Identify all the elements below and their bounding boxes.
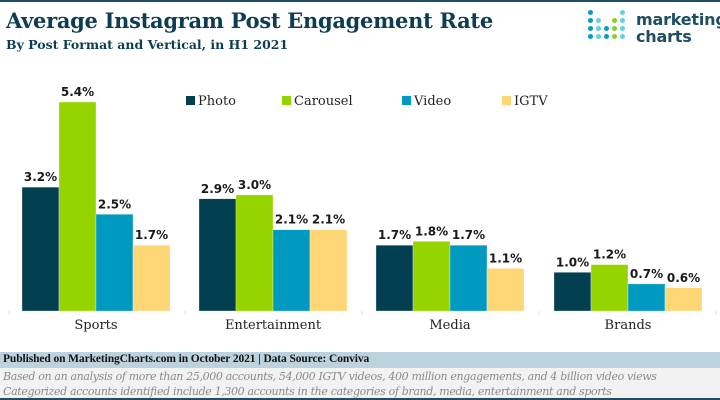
data-label-video-media: 1.7% xyxy=(452,228,485,242)
category-label-brands: Brands xyxy=(605,318,652,333)
bar-photo-entertainment xyxy=(198,198,237,312)
category-label-sports: Sports xyxy=(74,318,117,333)
footer-note-2: Categorized accounts identified include … xyxy=(3,385,612,398)
footer-publish-bar xyxy=(0,352,720,368)
bar-igtv-media xyxy=(486,268,525,312)
logo-dot xyxy=(596,26,601,31)
logo-dot xyxy=(596,34,601,39)
data-label-carousel-sports: 5.4% xyxy=(61,85,94,99)
category-label-media: Media xyxy=(429,318,470,333)
legend-label-video: Video xyxy=(414,94,452,109)
data-label-video-sports: 2.5% xyxy=(98,197,131,211)
bar-video-sports xyxy=(95,214,134,312)
data-label-igtv-entertainment: 2.1% xyxy=(312,213,345,227)
legend-swatch-photo xyxy=(186,96,195,105)
data-label-carousel-entertainment: 3.0% xyxy=(238,178,271,192)
logo-wordmark: marketing charts xyxy=(636,11,720,45)
bar-video-brands xyxy=(627,283,666,312)
legend-swatch-video xyxy=(402,96,411,105)
logo-dot xyxy=(620,10,625,15)
bar-photo-sports xyxy=(21,186,60,312)
bottom-rule xyxy=(0,398,720,400)
logo-dot xyxy=(588,34,593,39)
data-label-photo-media: 1.7% xyxy=(378,228,411,242)
data-label-photo-sports: 3.2% xyxy=(24,170,57,184)
legend-label-photo: Photo xyxy=(198,94,236,109)
data-label-carousel-media: 1.8% xyxy=(415,224,448,238)
bar-igtv-brands xyxy=(664,287,703,312)
data-label-video-brands: 0.7% xyxy=(630,267,663,281)
logo-dots-icon xyxy=(588,10,632,46)
footer-note-1: Based on an analysis of more than 25,000… xyxy=(3,370,657,383)
logo-dot xyxy=(612,34,617,39)
footer-published: Published on MarketingCharts.com in Octo… xyxy=(3,353,370,365)
logo-dot xyxy=(588,10,593,15)
category-label-entertainment: Entertainment xyxy=(225,318,322,333)
logo-dot xyxy=(588,26,593,31)
legend-item-igtv: IGTV xyxy=(502,94,548,109)
top-rule xyxy=(0,0,720,2)
logo-dot xyxy=(596,18,601,23)
logo-dot xyxy=(620,34,625,39)
logo-dot xyxy=(612,18,617,23)
footer-notes-panel xyxy=(0,368,720,398)
logo-dot xyxy=(604,34,609,39)
legend-item-photo: Photo xyxy=(186,94,236,109)
data-label-igtv-brands: 0.6% xyxy=(667,271,700,285)
legend-label-carousel: Carousel xyxy=(294,94,353,109)
legend-label-igtv: IGTV xyxy=(514,94,548,109)
logo-dot xyxy=(604,26,609,31)
bar-chart: 3.2% 5.4% 2.5% 1.7% Sports 2.9% 3.0% 2.1% 2.1% En… xyxy=(8,85,717,333)
logo-dot xyxy=(612,26,617,31)
logo-dot xyxy=(588,18,593,23)
bar-carousel-entertainment xyxy=(235,194,274,312)
bar-carousel-brands xyxy=(590,264,629,312)
logo-line-2: charts xyxy=(636,27,692,46)
bar-igtv-sports xyxy=(132,244,171,312)
data-label-photo-entertainment: 2.9% xyxy=(201,182,234,196)
data-label-carousel-brands: 1.2% xyxy=(593,248,626,262)
marketingcharts-logo: marketing charts xyxy=(588,10,720,50)
legend-item-carousel: Carousel xyxy=(282,94,353,109)
logo-dot xyxy=(620,26,625,31)
bar-video-media xyxy=(449,244,488,312)
data-label-igtv-sports: 1.7% xyxy=(135,228,168,242)
legend-swatch-igtv xyxy=(502,96,511,105)
bar-photo-media xyxy=(375,244,414,312)
data-label-photo-brands: 1.0% xyxy=(556,255,589,269)
bar-igtv-entertainment xyxy=(309,229,348,312)
bar-video-entertainment xyxy=(272,229,311,312)
bar-photo-brands xyxy=(553,272,592,312)
chart-title: Average Instagram Post Engagement Rate xyxy=(6,8,493,33)
data-label-video-entertainment: 2.1% xyxy=(275,213,308,227)
logo-line-1: marketing xyxy=(636,10,720,29)
bar-carousel-media xyxy=(412,241,451,312)
chart-subtitle: By Post Format and Vertical, in H1 2021 xyxy=(6,37,289,52)
bar-carousel-sports xyxy=(58,101,97,312)
legend-item-video: Video xyxy=(402,94,451,109)
legend-swatch-carousel xyxy=(282,96,291,105)
data-label-igtv-media: 1.1% xyxy=(489,251,522,265)
logo-dot xyxy=(620,18,625,23)
